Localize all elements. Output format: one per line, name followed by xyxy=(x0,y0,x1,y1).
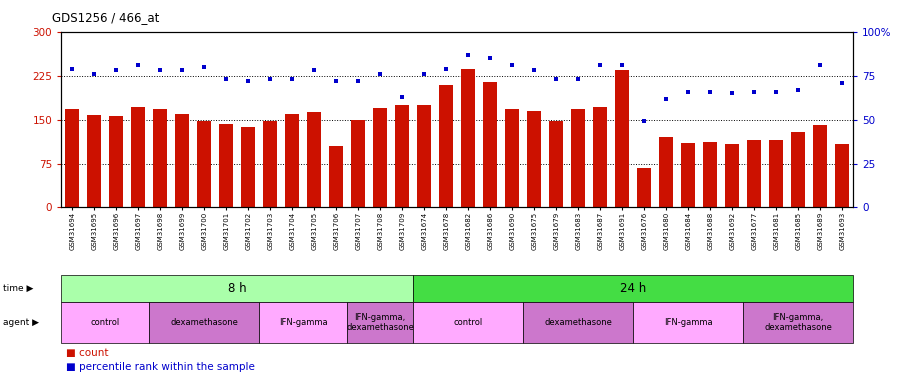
Bar xyxy=(149,302,259,343)
Bar xyxy=(308,112,321,207)
Point xyxy=(241,78,256,84)
Text: IFN-gamma: IFN-gamma xyxy=(279,318,328,327)
Bar xyxy=(770,140,783,207)
Bar xyxy=(264,122,277,207)
Bar xyxy=(347,302,413,343)
Point xyxy=(527,68,542,74)
Bar xyxy=(681,143,695,207)
Point xyxy=(813,62,827,68)
Point xyxy=(703,88,717,94)
Bar xyxy=(220,124,233,207)
Point xyxy=(87,71,102,77)
Point xyxy=(549,76,563,82)
Text: GDS1256 / 466_at: GDS1256 / 466_at xyxy=(52,11,159,24)
Text: IFN-gamma: IFN-gamma xyxy=(664,318,713,327)
Point xyxy=(329,78,344,84)
Point xyxy=(725,90,740,96)
Point xyxy=(439,66,454,72)
Text: dexamethasone: dexamethasone xyxy=(170,318,238,327)
Point xyxy=(791,87,806,93)
Bar xyxy=(197,121,211,207)
Point xyxy=(175,68,189,74)
Bar xyxy=(527,111,541,207)
Text: agent ▶: agent ▶ xyxy=(3,318,39,327)
Text: control: control xyxy=(91,318,120,327)
Point xyxy=(263,76,277,82)
Point xyxy=(659,96,673,102)
Text: time ▶: time ▶ xyxy=(3,284,33,293)
Bar xyxy=(87,115,101,207)
Bar xyxy=(259,302,347,343)
Bar xyxy=(523,302,634,343)
Bar xyxy=(413,302,523,343)
Bar xyxy=(241,127,255,207)
Bar xyxy=(506,109,519,207)
Point xyxy=(153,68,167,74)
Bar xyxy=(418,105,431,207)
Bar xyxy=(153,109,167,207)
Point xyxy=(835,80,850,86)
Bar xyxy=(395,105,409,207)
Bar xyxy=(593,107,607,207)
Bar xyxy=(329,146,343,207)
Point xyxy=(769,88,783,94)
Point xyxy=(351,78,365,84)
Bar xyxy=(616,70,629,207)
Text: dexamethasone: dexamethasone xyxy=(544,318,612,327)
Bar xyxy=(835,144,849,207)
Point xyxy=(571,76,585,82)
Bar xyxy=(131,107,145,207)
Bar xyxy=(462,69,475,207)
Point xyxy=(637,118,652,124)
Text: IFN-gamma,
dexamethasone: IFN-gamma, dexamethasone xyxy=(346,313,414,332)
Point xyxy=(219,76,233,82)
Bar xyxy=(704,142,717,207)
Bar xyxy=(634,302,743,343)
Bar xyxy=(413,275,853,302)
Point xyxy=(307,68,321,74)
Bar xyxy=(791,132,805,207)
Point xyxy=(131,62,146,68)
Bar xyxy=(725,144,739,207)
Text: ■ count: ■ count xyxy=(66,348,108,358)
Point xyxy=(109,68,123,74)
Point xyxy=(505,62,519,68)
Point xyxy=(65,66,79,72)
Text: ■ percentile rank within the sample: ■ percentile rank within the sample xyxy=(66,362,255,372)
Point xyxy=(373,71,387,77)
Bar xyxy=(374,108,387,207)
Point xyxy=(285,76,300,82)
Bar xyxy=(285,114,299,207)
Point xyxy=(593,62,608,68)
Bar xyxy=(61,275,413,302)
Text: control: control xyxy=(454,318,482,327)
Point xyxy=(615,62,629,68)
Bar xyxy=(549,121,563,207)
Bar xyxy=(61,302,149,343)
Point xyxy=(197,64,211,70)
Point xyxy=(395,94,410,100)
Point xyxy=(417,71,431,77)
Bar xyxy=(814,126,827,207)
Bar xyxy=(351,120,365,207)
Text: 8 h: 8 h xyxy=(228,282,247,295)
Bar xyxy=(660,137,673,207)
Point xyxy=(461,52,475,58)
Bar xyxy=(747,140,761,207)
Bar xyxy=(572,109,585,207)
Bar xyxy=(110,116,123,207)
Text: IFN-gamma,
dexamethasone: IFN-gamma, dexamethasone xyxy=(764,313,833,332)
Bar xyxy=(637,168,651,207)
Bar xyxy=(439,84,453,207)
Bar xyxy=(743,302,853,343)
Bar xyxy=(483,82,497,207)
Bar xyxy=(176,114,189,207)
Point xyxy=(747,88,761,94)
Point xyxy=(681,88,696,94)
Bar xyxy=(66,109,79,207)
Point xyxy=(483,55,498,61)
Text: 24 h: 24 h xyxy=(620,282,646,295)
